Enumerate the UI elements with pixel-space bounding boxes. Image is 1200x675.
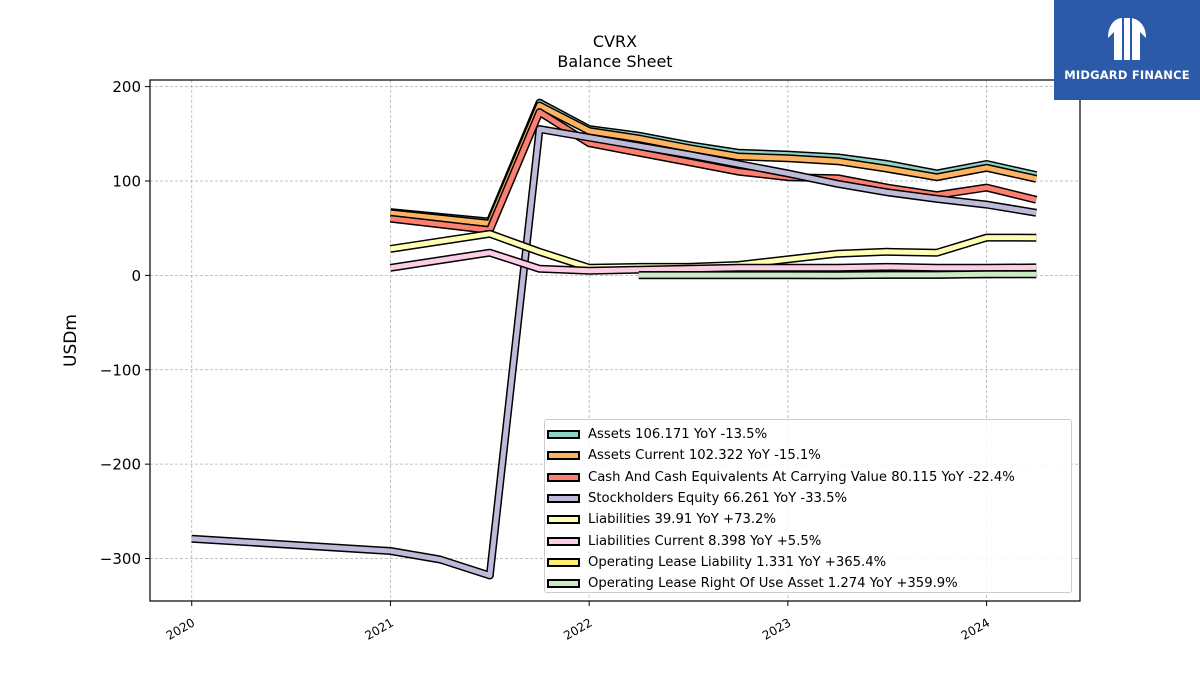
- y-axis-label: USDm: [61, 314, 81, 367]
- series-line: [390, 250, 1037, 274]
- plot-frame: [149, 79, 1081, 602]
- y-tick-label: −200: [100, 456, 141, 474]
- series-line: [638, 271, 1037, 278]
- legend-item: Stockholders Equity 66.261 YoY -33.5%: [545, 488, 1071, 509]
- legend-label: Assets Current 102.322 YoY -15.1%: [588, 448, 821, 464]
- legend-label: Assets 106.171 YoY -13.5%: [588, 427, 768, 443]
- chart-legend: Assets 106.171 YoY -13.5% Assets Current …: [544, 419, 1072, 593]
- legend-item: Assets 106.171 YoY -13.5%: [545, 424, 1071, 445]
- y-tick-label: 0: [131, 267, 141, 285]
- x-tick-label: 2024: [959, 615, 992, 642]
- x-tick-label: 2022: [561, 615, 594, 642]
- legend-swatch: [547, 472, 580, 482]
- legend-swatch: [547, 557, 580, 567]
- series-line: [191, 126, 1037, 578]
- legend-label: Operating Lease Right Of Use Asset 1.274…: [588, 576, 958, 592]
- legend-item: Assets Current 102.322 YoY -15.1%: [545, 445, 1071, 466]
- legend-swatch: [547, 430, 580, 440]
- x-tick-label: 2020: [164, 615, 197, 642]
- legend-label: Liabilities 39.91 YoY +73.2%: [588, 512, 776, 528]
- y-tick-label: −300: [100, 550, 141, 568]
- legend-swatch: [547, 451, 580, 461]
- legend-item: Cash And Cash Equivalents At Carrying Va…: [545, 467, 1071, 488]
- legend-item: Operating Lease Right Of Use Asset 1.274…: [545, 573, 1071, 594]
- chart-subtitle: Balance Sheet: [557, 52, 673, 71]
- legend-swatch: [547, 579, 580, 589]
- legend-swatch: [547, 494, 580, 504]
- y-tick-label: −100: [100, 361, 141, 379]
- legend-item: Liabilities 39.91 YoY +73.2%: [545, 509, 1071, 530]
- y-tick-label: 100: [112, 172, 141, 190]
- legend-label: Operating Lease Liability 1.331 YoY +365…: [588, 554, 887, 570]
- y-tick-label: 200: [112, 78, 141, 96]
- chart-title: CVRX: [592, 32, 638, 51]
- legend-label: Cash And Cash Equivalents At Carrying Va…: [588, 469, 1015, 485]
- legend-label: Stockholders Equity 66.261 YoY -33.5%: [588, 491, 848, 507]
- x-tick-label: 2021: [362, 615, 395, 642]
- logo-mark-icon: [1108, 18, 1146, 60]
- brand-logo: MIDGARD FINANCE: [1054, 0, 1200, 100]
- legend-label: Liabilities Current 8.398 YoY +5.5%: [588, 533, 822, 549]
- x-tick-label: 2023: [760, 615, 793, 642]
- legend-swatch: [547, 515, 580, 525]
- logo-text: MIDGARD FINANCE: [1064, 68, 1190, 82]
- legend-item: Operating Lease Liability 1.331 YoY +365…: [545, 552, 1071, 573]
- series-line: [390, 103, 1037, 226]
- legend-item: Liabilities Current 8.398 YoY +5.5%: [545, 530, 1071, 551]
- legend-swatch: [547, 536, 580, 546]
